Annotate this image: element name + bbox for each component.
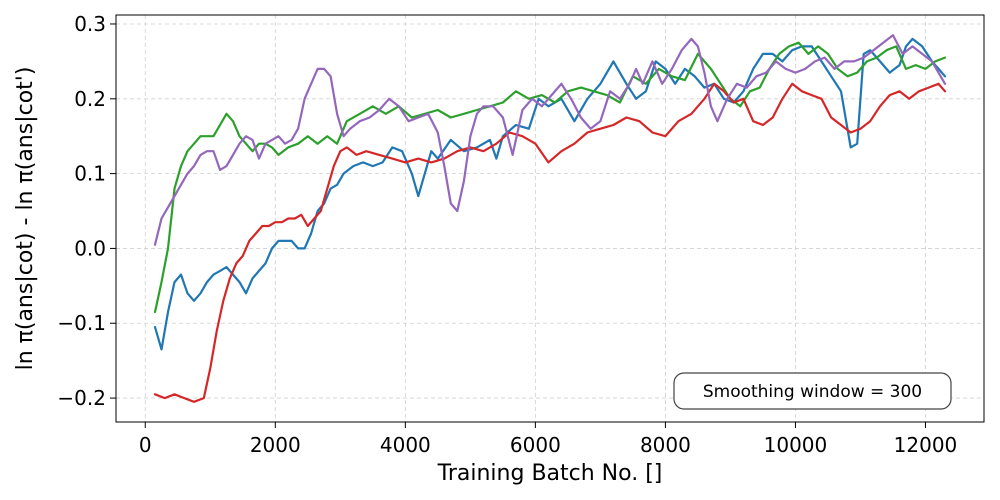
annotation-text: Smoothing window = 300 [703, 382, 922, 402]
plot-frame [115, 14, 985, 423]
smoothing-annotation: Smoothing window = 300 [673, 372, 952, 410]
series-line-2 [153, 41, 947, 314]
y-tick-label: −0.1 [57, 311, 106, 335]
y-tick-label: 0.1 [74, 162, 106, 186]
x-axis-label: Training Batch No. [] [437, 461, 663, 486]
x-tick-label: 4000 [380, 433, 431, 457]
series-line-1 [153, 37, 947, 351]
x-axis-ticks: 0 2000 4000 6000 8000 10000 12000 [139, 422, 957, 457]
y-tick-label: 0.2 [74, 87, 106, 111]
x-tick-label: 2000 [250, 433, 301, 457]
y-tick-label: −0.2 [57, 386, 106, 410]
y-axis-ticks: −0.2 −0.1 0.0 0.1 0.2 0.3 [57, 12, 116, 410]
x-tick-label: 0 [139, 433, 152, 457]
annotation-box [673, 372, 952, 410]
series-lines [153, 34, 947, 403]
series-line-4 [153, 34, 947, 246]
y-tick-label: 0.0 [74, 236, 106, 260]
y-tick-label: 0.3 [74, 12, 106, 36]
x-tick-label: 6000 [510, 433, 561, 457]
series-line-3 [153, 82, 947, 403]
grid-lines [116, 15, 984, 422]
x-tick-label: 10000 [764, 433, 828, 457]
x-tick-label: 12000 [894, 433, 958, 457]
x-tick-label: 8000 [640, 433, 691, 457]
y-axis-label: ln π(ans|cot) - ln π(ans|cot') [13, 67, 38, 371]
